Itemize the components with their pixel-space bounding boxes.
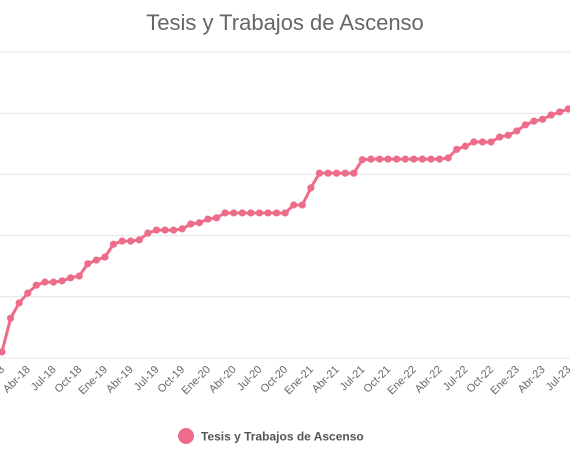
data-point [272, 209, 281, 217]
data-point [170, 226, 178, 234]
data-point [496, 133, 504, 141]
data-point [341, 169, 349, 177]
data-point [315, 169, 324, 177]
data-point [178, 225, 186, 233]
data-point [358, 156, 366, 164]
x-tick-label: Abr-20 [207, 364, 239, 396]
data-point [109, 240, 118, 248]
x-tick-label: Abr-23 [516, 364, 548, 396]
data-point [161, 226, 169, 234]
data-point [6, 314, 15, 322]
data-point [307, 184, 315, 192]
data-point [204, 215, 212, 223]
data-point [401, 155, 409, 163]
data-point [41, 278, 49, 286]
data-point [67, 274, 75, 282]
data-point [556, 108, 564, 116]
data-point [298, 201, 306, 209]
data-point [75, 272, 83, 280]
data-point [49, 278, 58, 286]
legend-swatch [178, 428, 194, 444]
data-point [530, 117, 538, 125]
data-point [0, 348, 6, 356]
data-point [444, 154, 452, 162]
x-tick-label: Ene-23 [488, 364, 522, 398]
data-point [255, 209, 263, 217]
data-point [427, 155, 435, 163]
data-point [547, 111, 555, 119]
data-point [538, 115, 547, 123]
data-point [32, 281, 40, 289]
data-point [230, 209, 238, 217]
data-point [152, 226, 161, 234]
data-point [375, 155, 384, 163]
x-tick-label: Jul-23 [544, 364, 570, 394]
data-point [367, 155, 375, 163]
x-tick-label: Abr-21 [310, 364, 342, 396]
data-point [513, 127, 521, 135]
data-point [144, 229, 152, 237]
data-point [435, 155, 444, 163]
legend-label[interactable]: Tesis y Trabajos de Ascenso [201, 430, 364, 444]
data-point [478, 138, 487, 146]
data-point [504, 131, 512, 139]
x-tick-label: Abr-22 [413, 364, 445, 396]
data-point [521, 121, 529, 129]
data-point [264, 209, 272, 217]
data-point [393, 155, 401, 163]
data-point [238, 209, 246, 217]
data-point [487, 138, 495, 146]
data-point [418, 155, 427, 163]
data-point [101, 253, 109, 261]
data-point [453, 145, 461, 153]
chart-title: Tesis y Trabajos de Ascenso [146, 10, 424, 35]
data-point [15, 299, 23, 307]
data-point [58, 277, 66, 285]
data-point [333, 169, 341, 177]
data-point [410, 155, 418, 163]
x-tick-label: Abr-19 [104, 364, 136, 396]
data-point [281, 209, 289, 217]
data-point [92, 256, 100, 264]
x-tick-label: Ene-22 [385, 364, 419, 398]
data-point [118, 237, 126, 245]
data-point [324, 169, 332, 177]
data-point [187, 220, 195, 228]
x-tick-label: Ene-20 [179, 364, 213, 398]
x-tick-label: Abr-18 [1, 364, 33, 396]
data-point [127, 237, 135, 245]
data-point [212, 214, 221, 222]
x-tick-label: Ene-21 [282, 364, 316, 398]
data-point [195, 219, 203, 227]
data-point [84, 260, 92, 268]
x-tick-label: Ene-19 [77, 364, 111, 398]
data-point [135, 236, 143, 244]
data-point [221, 209, 229, 217]
data-point [24, 289, 32, 297]
data-point [247, 209, 255, 217]
data-point [564, 105, 570, 113]
data-point [350, 169, 358, 177]
data-point [384, 155, 392, 163]
data-point [470, 138, 478, 146]
data-point [290, 201, 298, 209]
data-point [461, 142, 469, 150]
